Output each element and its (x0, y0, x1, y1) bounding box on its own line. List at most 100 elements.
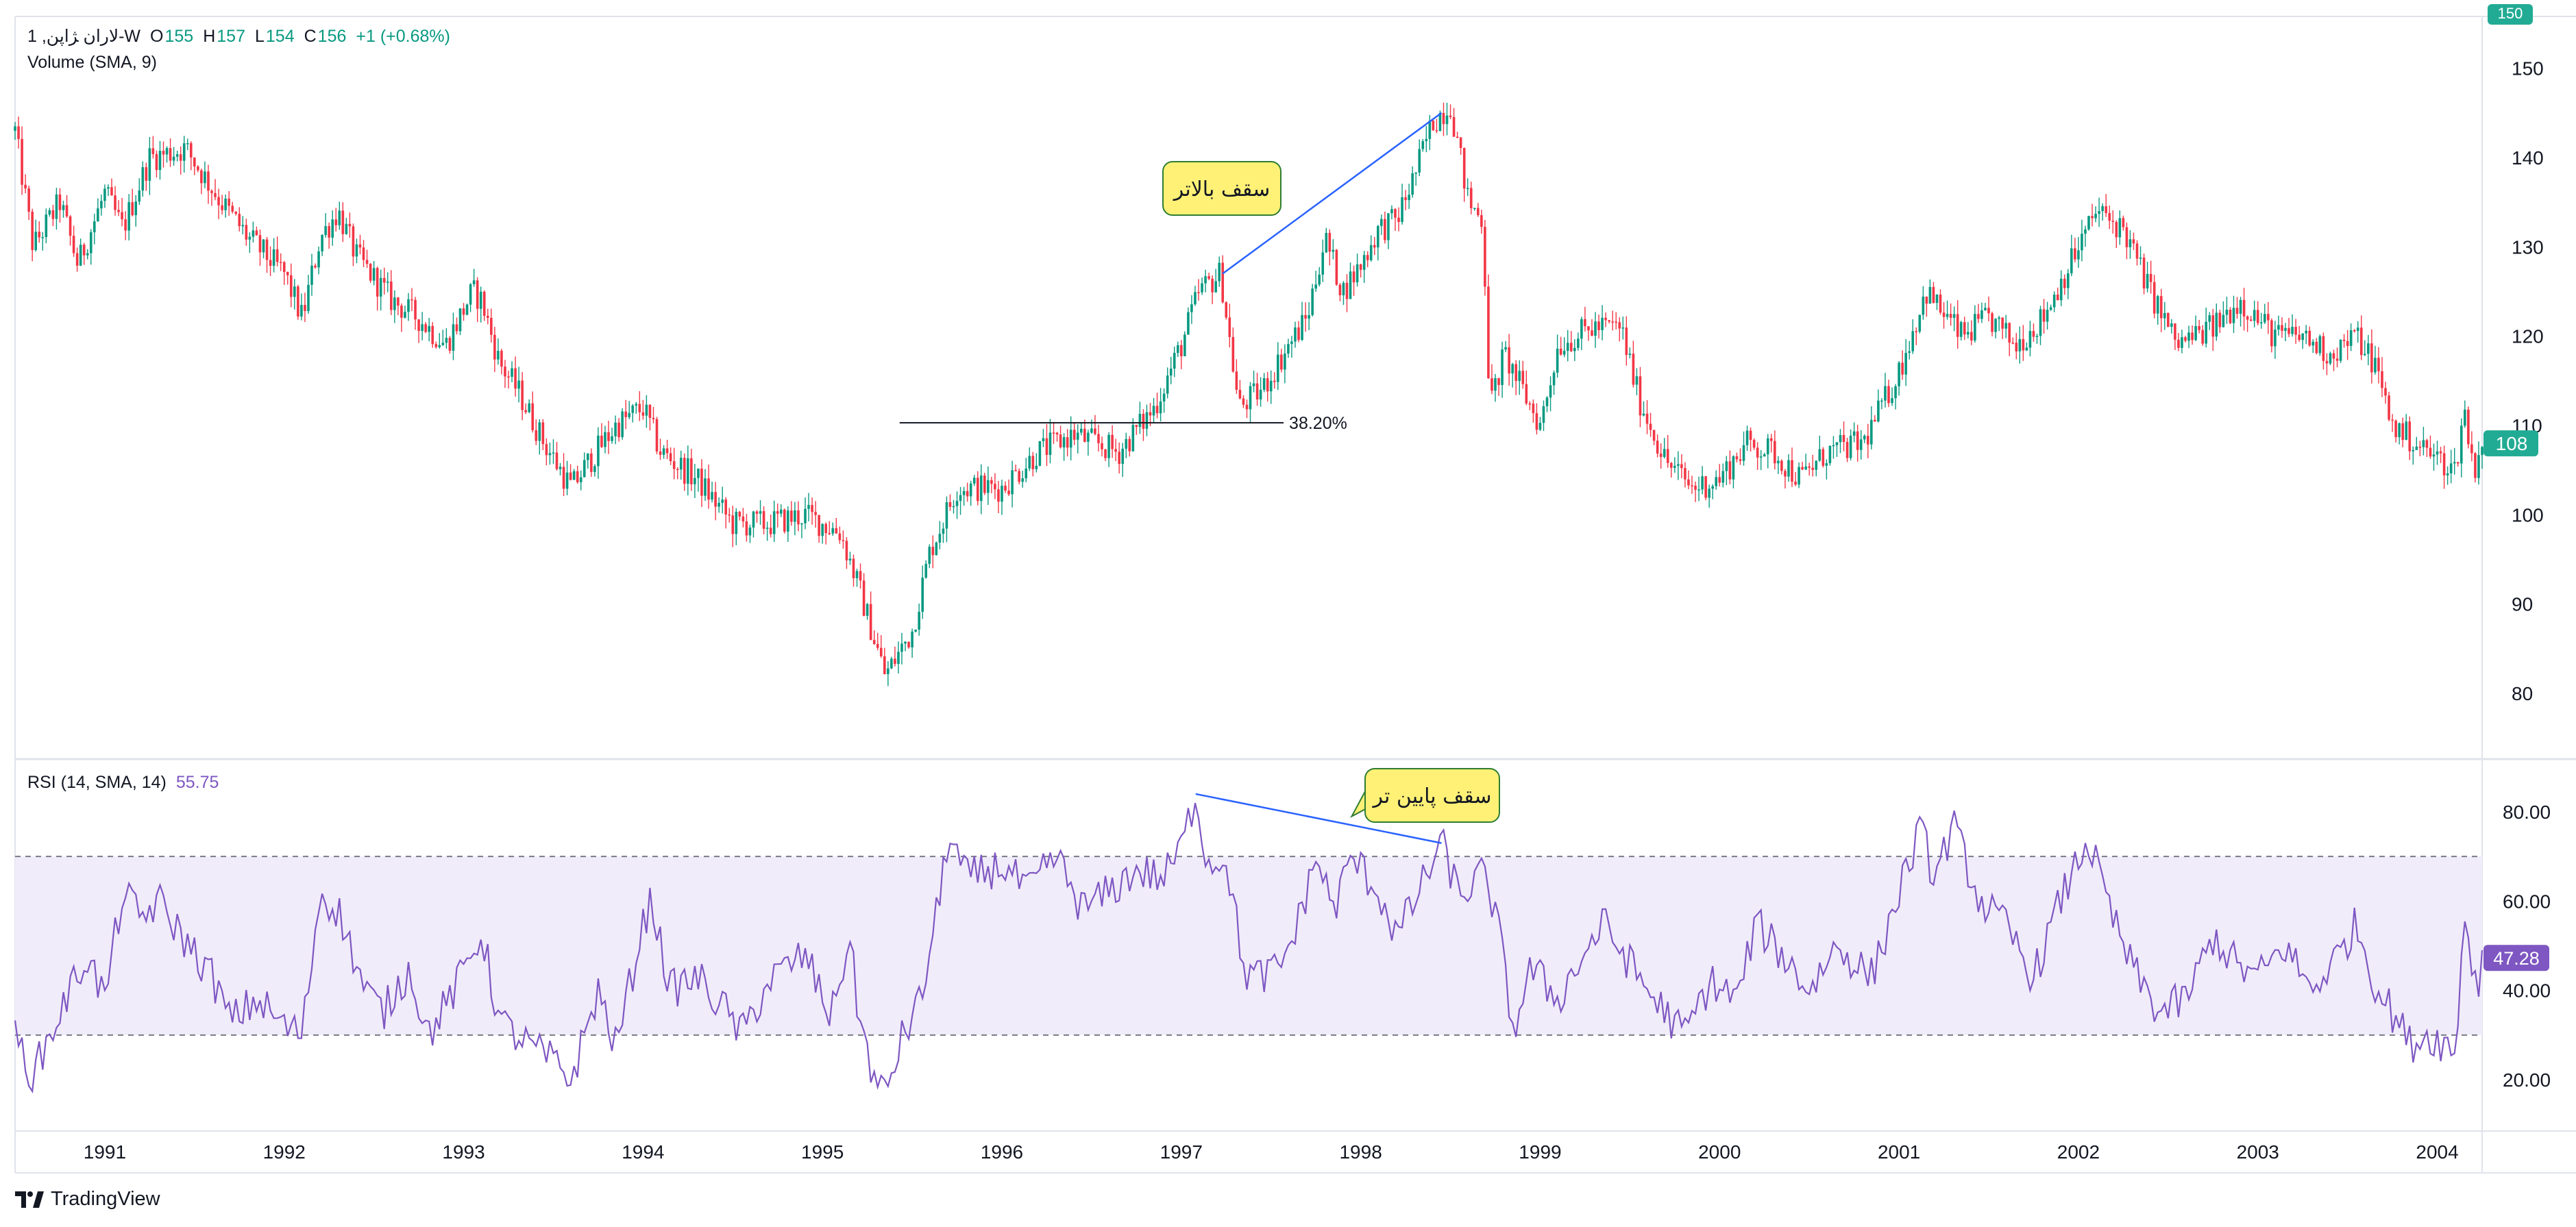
candle (1294, 321, 1297, 348)
volume-legend: Volume (SMA, 9) (27, 53, 157, 73)
candle-body (1062, 437, 1066, 448)
candle-body (300, 305, 303, 317)
candle-body (811, 505, 813, 512)
candle (386, 272, 389, 293)
candle (1080, 423, 1083, 436)
candle (65, 195, 69, 219)
candle-body (34, 232, 38, 250)
candle-body (959, 495, 962, 501)
price-tick-label: 80 (2512, 683, 2533, 704)
candle (1998, 315, 2000, 332)
candle-body (728, 514, 731, 516)
candle-body (1884, 386, 1887, 401)
candle (2211, 308, 2215, 351)
candle-body (1998, 317, 2000, 319)
candle-body (848, 558, 852, 561)
candle-body (2284, 327, 2287, 331)
candle (1963, 317, 1966, 340)
candle (872, 630, 876, 645)
candle-body (655, 419, 659, 451)
candle-body (1704, 476, 1707, 498)
time-tick-label: 2002 (2057, 1141, 2100, 1163)
candle (1390, 205, 1393, 220)
candle (676, 467, 679, 480)
candle-body (1518, 371, 1521, 382)
candle (1591, 319, 1593, 336)
candle-body (1090, 428, 1093, 433)
candle-body (948, 502, 952, 507)
candle (158, 140, 162, 180)
candle (1197, 279, 1200, 301)
candle-body (262, 239, 265, 253)
candle-body (1225, 302, 1228, 318)
candle (990, 477, 993, 493)
candle (1069, 416, 1072, 460)
candle-body (2074, 248, 2076, 260)
candle-body (821, 523, 824, 536)
candle (338, 201, 341, 230)
time-tick-label: 1991 (84, 1141, 126, 1163)
candle (224, 194, 227, 218)
candle (38, 221, 41, 243)
candle-body (1025, 468, 1028, 479)
candle-body (2308, 330, 2311, 346)
candle (1645, 400, 1649, 434)
candle (1301, 301, 1303, 341)
candle (2146, 261, 2149, 293)
candle (504, 360, 506, 388)
candle (969, 480, 972, 506)
candle (2477, 441, 2480, 485)
candle-body (1190, 304, 1193, 312)
candle-body (1280, 354, 1283, 370)
candle (2256, 301, 2259, 325)
candle (1697, 476, 1700, 501)
candle-body (1501, 349, 1504, 385)
candle (765, 521, 769, 541)
candle (1842, 421, 1845, 451)
candle (1804, 454, 1807, 471)
candle (282, 260, 286, 285)
rsi-label[interactable]: RSI (14, SMA, 14) (27, 773, 167, 792)
candle-body (97, 208, 99, 222)
candle-body (862, 580, 866, 616)
tradingview-brand[interactable]: TradingView (15, 1188, 160, 1211)
candle-body (2149, 273, 2152, 282)
time-tick-label: 1997 (1160, 1141, 1203, 1163)
candle (2091, 203, 2094, 227)
candle-body (1922, 296, 1925, 315)
candle (955, 491, 959, 519)
candle-body (2259, 322, 2263, 323)
candle (1349, 262, 1352, 299)
candle (2077, 236, 2080, 268)
candle (576, 465, 579, 484)
candle (1835, 442, 1839, 457)
candle (255, 226, 258, 236)
candle-body (1456, 136, 1459, 138)
candle-body (1183, 334, 1186, 357)
candle-body (918, 611, 920, 630)
candle-body (1791, 460, 1793, 482)
candle (728, 508, 731, 523)
candle (1145, 404, 1149, 436)
candle-body (962, 491, 966, 495)
candle-body (2146, 273, 2149, 289)
volume-label[interactable]: Volume (SMA, 9) (27, 53, 157, 72)
candle-body (2125, 227, 2129, 247)
candle-body (397, 297, 400, 306)
candle-body (1284, 354, 1286, 370)
candle-body (852, 558, 855, 579)
candle-body (1408, 195, 1410, 201)
candle-body (1414, 172, 1417, 174)
candle (1756, 442, 1759, 470)
candle-body (2098, 211, 2100, 214)
candle-body (107, 187, 110, 189)
candle-body (828, 533, 831, 534)
candle-body (2281, 325, 2283, 331)
candle (1808, 462, 1811, 476)
candle-body (1411, 173, 1414, 195)
symbol-name[interactable]: 1 ,ﻻﺭاﻥ ﮋاﭘﻦ-W (27, 27, 141, 46)
candle (1518, 360, 1521, 395)
candle-body (966, 491, 969, 497)
candle (165, 146, 169, 163)
